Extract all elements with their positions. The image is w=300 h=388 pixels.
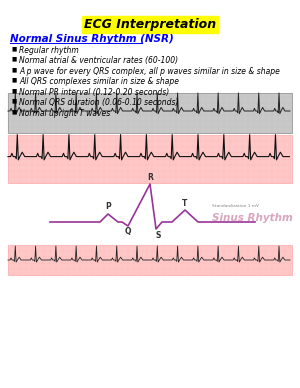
Bar (8, 135, 292, 183)
Text: ■: ■ (12, 57, 17, 62)
Text: All QRS complexes similar in size & shape: All QRS complexes similar in size & shap… (19, 78, 179, 87)
Text: Q: Q (125, 227, 131, 236)
Text: Normal PR interval (0.12-0.20 seconds): Normal PR interval (0.12-0.20 seconds) (19, 88, 169, 97)
Text: ■: ■ (12, 67, 17, 72)
Text: Sinus Rhythm: Sinus Rhythm (212, 213, 293, 223)
Text: ■: ■ (12, 46, 17, 51)
Text: T: T (182, 199, 188, 208)
Bar (8, 245, 292, 275)
Text: Normal QRS duration (0.06-0.10 seconds): Normal QRS duration (0.06-0.10 seconds) (19, 99, 179, 107)
Text: ■: ■ (12, 78, 17, 83)
Text: ■: ■ (12, 109, 17, 114)
Text: Regular rhythm: Regular rhythm (19, 46, 79, 55)
Text: Normal atrial & ventricular rates (60-100): Normal atrial & ventricular rates (60-10… (19, 57, 178, 66)
Text: Normal Sinus Rhythm (NSR): Normal Sinus Rhythm (NSR) (10, 34, 174, 44)
Text: Normal upright T waves: Normal upright T waves (19, 109, 110, 118)
Text: R: R (147, 173, 153, 182)
Text: Standardization 1 mV: Standardization 1 mV (212, 204, 259, 208)
Text: ■: ■ (12, 88, 17, 93)
Bar (8, 93, 292, 133)
Text: ■: ■ (12, 99, 17, 104)
Text: S: S (155, 231, 161, 240)
Text: ECG Interpretation: ECG Interpretation (84, 18, 216, 31)
Text: P: P (105, 202, 111, 211)
Text: A p wave for every QRS complex, all p waves similar in size & shape: A p wave for every QRS complex, all p wa… (19, 67, 280, 76)
